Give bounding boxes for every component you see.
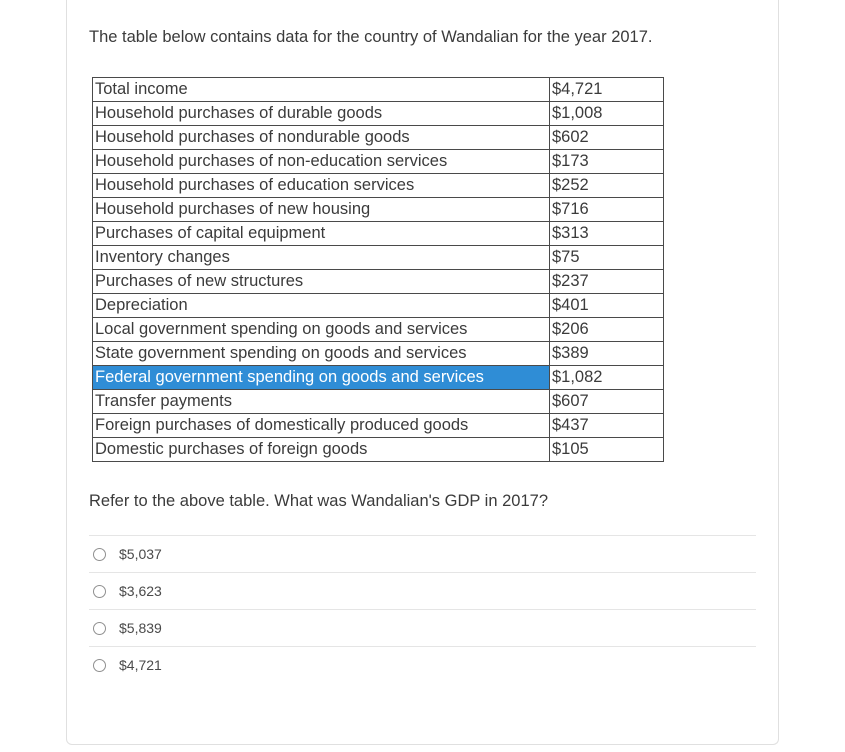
row-value: $313 — [550, 222, 664, 246]
row-label: Purchases of capital equipment — [93, 222, 550, 246]
answer-option[interactable]: $4,721 — [89, 646, 756, 683]
table-row: Inventory changes$75 — [93, 246, 664, 270]
answer-option[interactable]: $5,037 — [89, 535, 756, 572]
table-row: Federal government spending on goods and… — [93, 366, 664, 390]
row-label: Local government spending on goods and s… — [93, 318, 550, 342]
row-value: $237 — [550, 270, 664, 294]
table-row: Household purchases of non-education ser… — [93, 150, 664, 174]
table-row: Total income$4,721 — [93, 78, 664, 102]
row-value: $1,082 — [550, 366, 664, 390]
table-row: Transfer payments$607 — [93, 390, 664, 414]
table-row: Household purchases of new housing$716 — [93, 198, 664, 222]
row-value: $1,008 — [550, 102, 664, 126]
row-label: Household purchases of non-education ser… — [93, 150, 550, 174]
row-value: $389 — [550, 342, 664, 366]
row-label: Transfer payments — [93, 390, 550, 414]
table-row: Foreign purchases of domestically produc… — [93, 414, 664, 438]
answer-label: $4,721 — [119, 657, 162, 673]
row-value: $607 — [550, 390, 664, 414]
row-value: $252 — [550, 174, 664, 198]
row-label: Domestic purchases of foreign goods — [93, 438, 550, 462]
table-row: State government spending on goods and s… — [93, 342, 664, 366]
question-card: The table below contains data for the co… — [66, 0, 779, 745]
row-value: $173 — [550, 150, 664, 174]
row-label: Foreign purchases of domestically produc… — [93, 414, 550, 438]
answer-radio[interactable] — [93, 622, 106, 635]
answer-radio[interactable] — [93, 585, 106, 598]
table-row: Domestic purchases of foreign goods$105 — [93, 438, 664, 462]
row-label: Purchases of new structures — [93, 270, 550, 294]
row-value: $4,721 — [550, 78, 664, 102]
row-label: State government spending on goods and s… — [93, 342, 550, 366]
row-label: Household purchases of nondurable goods — [93, 126, 550, 150]
intro-text: The table below contains data for the co… — [89, 28, 756, 47]
answer-option[interactable]: $3,623 — [89, 572, 756, 609]
row-value: $105 — [550, 438, 664, 462]
table-row: Purchases of new structures$237 — [93, 270, 664, 294]
row-value: $716 — [550, 198, 664, 222]
row-value: $75 — [550, 246, 664, 270]
row-label: Total income — [93, 78, 550, 102]
answer-radio[interactable] — [93, 548, 106, 561]
row-value: $206 — [550, 318, 664, 342]
table-row: Depreciation$401 — [93, 294, 664, 318]
table-row: Purchases of capital equipment$313 — [93, 222, 664, 246]
row-label: Inventory changes — [93, 246, 550, 270]
row-label: Household purchases of durable goods — [93, 102, 550, 126]
row-value: $602 — [550, 126, 664, 150]
table-row: Household purchases of education service… — [93, 174, 664, 198]
table-row: Household purchases of durable goods$1,0… — [93, 102, 664, 126]
answer-option[interactable]: $5,839 — [89, 609, 756, 646]
row-label: Household purchases of education service… — [93, 174, 550, 198]
answer-options: $5,037 $3,623 $5,839 $4,721 — [89, 535, 756, 683]
row-label: Federal government spending on goods and… — [93, 366, 550, 390]
data-table: Total income$4,721Household purchases of… — [92, 77, 664, 462]
answer-label: $5,037 — [119, 546, 162, 562]
row-value: $437 — [550, 414, 664, 438]
answer-label: $5,839 — [119, 620, 162, 636]
answer-radio[interactable] — [93, 659, 106, 672]
answer-label: $3,623 — [119, 583, 162, 599]
question-text: Refer to the above table. What was Wanda… — [89, 492, 756, 511]
row-label: Household purchases of new housing — [93, 198, 550, 222]
table-row: Household purchases of nondurable goods$… — [93, 126, 664, 150]
table-row: Local government spending on goods and s… — [93, 318, 664, 342]
row-label: Depreciation — [93, 294, 550, 318]
row-value: $401 — [550, 294, 664, 318]
